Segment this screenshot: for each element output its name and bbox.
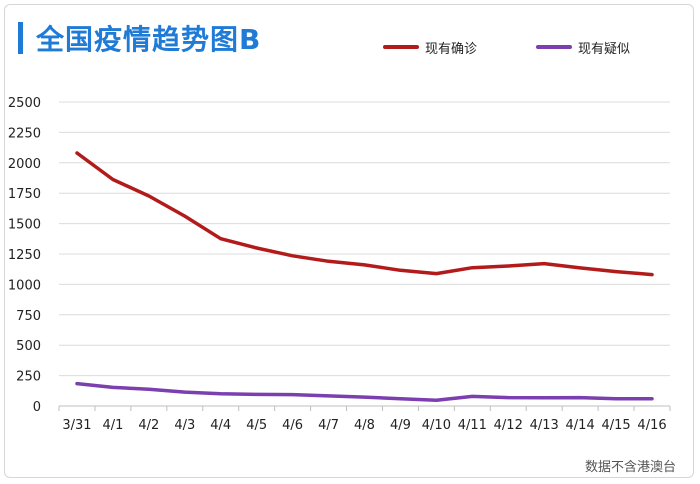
legend-item-suspected: 现有疑似 (536, 37, 630, 57)
y-tick-label-1750: 1750 (8, 187, 41, 202)
x-tick-label-4-9: 4/9 (390, 418, 411, 433)
x-tick-label-4-10: 4/10 (422, 418, 451, 433)
chart-title: 全国疫情趋势图B (36, 23, 262, 56)
x-tick-label-4-6: 4/6 (282, 418, 303, 433)
y-tick-label-2250: 2250 (8, 126, 41, 141)
y-tick-label-250: 250 (16, 370, 41, 385)
x-tick-label-4-14: 4/14 (566, 418, 595, 433)
legend-swatch-confirmed (383, 45, 419, 49)
series-line-suspected (75, 381, 654, 402)
legend-swatch-suspected (536, 45, 572, 49)
y-tick-label-1250: 1250 (8, 248, 41, 263)
source-note: 数据不含港澳台 (584, 460, 676, 475)
legend-label-confirmed: 现有确诊 (425, 41, 478, 57)
y-tick-label-2500: 2500 (8, 96, 41, 111)
x-tick-label-4-11: 4/11 (458, 418, 487, 433)
x-tick-label-4-2: 4/2 (138, 418, 159, 433)
x-tick-label-4-3: 4/3 (174, 418, 195, 433)
legend-item-confirmed: 现有确诊 (383, 37, 477, 57)
x-tick-label-4-5: 4/5 (246, 418, 267, 433)
y-tick-label-1500: 1500 (8, 218, 41, 233)
x-tick-label-4-8: 4/8 (354, 418, 375, 433)
x-tick-label-4-15: 4/15 (601, 418, 630, 433)
x-tick-label-4-7: 4/7 (318, 418, 339, 433)
y-tick-label-1000: 1000 (8, 278, 41, 293)
x-tick-label-4-1: 4/1 (102, 418, 123, 433)
x-tick-label-4-12: 4/12 (494, 418, 523, 433)
x-tick-label-4-16: 4/16 (637, 418, 666, 433)
legend-label-suspected: 现有疑似 (578, 41, 631, 57)
y-tick-label-2000: 2000 (8, 157, 41, 172)
x-tick-label-3-31: 3/31 (62, 418, 91, 433)
y-tick-label-750: 750 (16, 309, 41, 324)
y-tick-label-500: 500 (16, 339, 41, 354)
title-accent-bar (18, 22, 23, 54)
y-tick-label-0: 0 (33, 400, 41, 415)
x-tick-label-4-13: 4/13 (530, 418, 559, 433)
x-tick-label-4-4: 4/4 (210, 418, 231, 433)
series-line-confirmed (75, 151, 654, 277)
